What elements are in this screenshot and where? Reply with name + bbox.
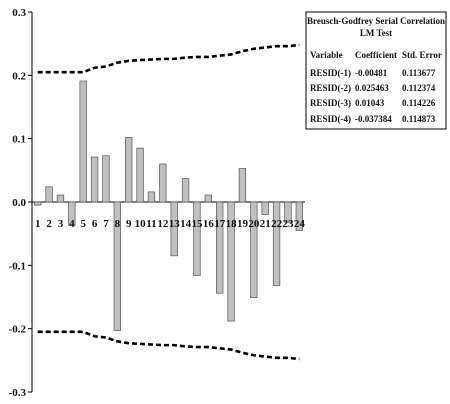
bar [56, 194, 65, 203]
table-title-line2: LM Test [360, 28, 392, 38]
category-label: 3 [58, 218, 64, 230]
bar [284, 201, 292, 223]
category-label: 19 [237, 218, 249, 230]
bar [295, 201, 303, 231]
bar [181, 178, 190, 203]
category-label: 6 [92, 218, 98, 230]
y-tick-label: -0.2 [9, 324, 27, 336]
category-label: 22 [271, 218, 283, 230]
table-row-2-variable: RESID(-2) [310, 83, 351, 93]
table-row-2-stderr: 0.112374 [402, 83, 436, 93]
category-label: 15 [191, 218, 203, 230]
bar [34, 201, 42, 206]
bar [147, 191, 156, 203]
bar [261, 201, 269, 216]
table-header-coefficient: Coefficient [355, 50, 397, 60]
y-tick-label: 0.1 [12, 134, 26, 146]
bar-series [34, 80, 303, 331]
table-row-4-coefficient: -0.037384 [355, 114, 392, 124]
bar [170, 201, 178, 257]
category-label: 16 [203, 218, 215, 230]
category-labels: 1 2 3 4 5 6 7 8 9 10 11 12 13 14 15 16 17 18 19 20 21 22 23 24 [35, 218, 305, 230]
category-label: 18 [226, 218, 238, 230]
bar [216, 201, 224, 294]
category-label: 2 [46, 218, 52, 230]
y-tick-label: 0.3 [12, 7, 26, 19]
table-row-2-coefficient: 0.025463 [355, 83, 389, 93]
y-tick-label: -0.3 [9, 387, 27, 399]
table-row-4-stderr: 0.114873 [402, 114, 436, 124]
table-header-variable: Variable [310, 50, 343, 60]
table-row-3-variable: RESID(-3) [310, 98, 351, 108]
lm-test-table: Breusch-Godfrey Serial Correlation LM Te… [305, 11, 447, 130]
bar [90, 156, 99, 203]
bar [204, 194, 212, 203]
category-label: 12 [157, 218, 169, 230]
table-row-1-coefficient: -0.00481 [355, 68, 388, 78]
category-label: 23 [282, 218, 294, 230]
category-label: 8 [115, 218, 121, 230]
table-row-3-coefficient: 0.01043 [355, 98, 385, 108]
bar [79, 80, 87, 203]
bar [136, 147, 144, 203]
bar [250, 201, 258, 298]
category-label: 1 [35, 218, 41, 230]
bar [113, 201, 121, 331]
table-row-1-stderr: 0.113677 [402, 68, 436, 78]
category-label: 24 [294, 218, 306, 230]
bar [159, 163, 167, 203]
category-label: 4 [69, 218, 75, 230]
category-label: 20 [248, 218, 260, 230]
table-border [305, 11, 447, 130]
confidence-bands [37, 43, 300, 361]
bar [68, 201, 76, 226]
table-header-stderr: Std. Error [402, 50, 442, 60]
bar [238, 168, 247, 203]
table-row-4-variable: RESID(-4) [310, 114, 351, 124]
category-label: 9 [126, 218, 132, 230]
bar [193, 201, 201, 276]
table-title-line1: Breusch-Godfrey Serial Correlation [307, 16, 445, 26]
table-row-1-variable: RESID(-1) [310, 68, 351, 78]
bar [102, 155, 110, 203]
category-label: 13 [169, 218, 181, 230]
bar [272, 201, 281, 286]
category-label: 7 [103, 218, 109, 230]
bar [45, 186, 53, 203]
y-axis-ticks: 0.3 0.2 0.1 0.0 -0.1 -0.2 -0.3 [9, 7, 32, 399]
category-label: 21 [260, 218, 271, 230]
y-tick-label: 0.0 [12, 197, 26, 209]
category-label: 17 [214, 218, 226, 230]
lower-band-line [37, 330, 300, 361]
category-label: 14 [180, 218, 192, 230]
category-label: 10 [135, 218, 147, 230]
table-row-3-stderr: 0.114226 [402, 98, 436, 108]
bar [125, 137, 133, 203]
category-label: 11 [146, 218, 156, 230]
upper-band-line [37, 43, 300, 74]
y-tick-label: 0.2 [12, 70, 26, 82]
y-tick-label: -0.1 [9, 260, 26, 272]
category-label: 5 [80, 218, 86, 230]
bar [227, 201, 235, 322]
